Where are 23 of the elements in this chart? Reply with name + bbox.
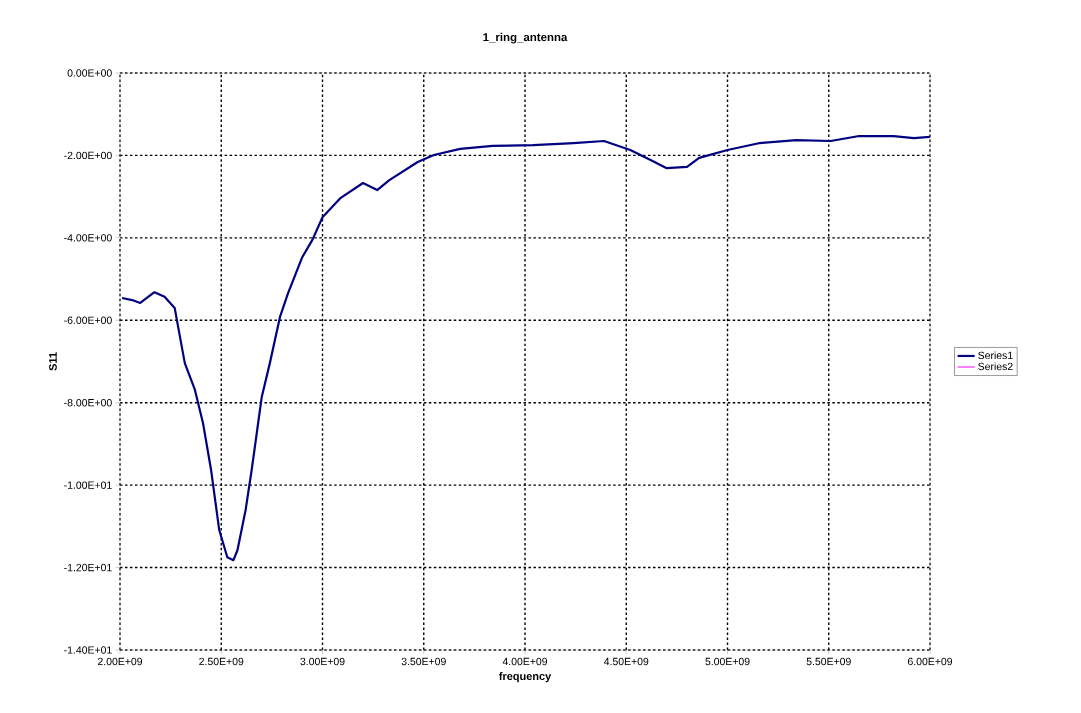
y-tick-label: -4.00E+00 xyxy=(64,234,112,242)
x-tick-label: 4.50E+09 xyxy=(603,657,649,666)
x-axis-title: frequency xyxy=(499,672,552,683)
legend-label: Series2 xyxy=(978,362,1013,371)
line-series xyxy=(120,134,931,562)
chart-title: 1_ring_antenna xyxy=(483,32,568,44)
y-tick-label: -1.40E+01 xyxy=(64,646,112,654)
y-tick-label: 0.00E+00 xyxy=(67,69,112,77)
x-tick-label: 5.00E+09 xyxy=(705,657,750,666)
legend-label: Series1 xyxy=(978,351,1013,360)
x-tick-label: 4.00E+09 xyxy=(502,657,548,666)
x-tick-label: 6.00E+09 xyxy=(908,657,953,666)
y-tick-label: -2.00E+00 xyxy=(64,151,112,160)
x-tick-label: 3.00E+09 xyxy=(300,657,345,666)
x-tick-label: 2.00E+09 xyxy=(98,657,143,666)
x-tick-label: 3.50E+09 xyxy=(401,657,446,666)
y-tick-label: -1.00E+01 xyxy=(64,481,112,489)
y-tick-label: -1.20E+01 xyxy=(64,563,112,572)
x-tick-label: 5.50E+09 xyxy=(806,657,851,666)
y-tick-label: -8.00E+00 xyxy=(64,399,112,407)
x-tick-label: 2.50E+09 xyxy=(199,657,244,666)
y-tick-label: -6.00E+00 xyxy=(64,316,112,324)
y-axis-title: S11 xyxy=(49,352,57,371)
